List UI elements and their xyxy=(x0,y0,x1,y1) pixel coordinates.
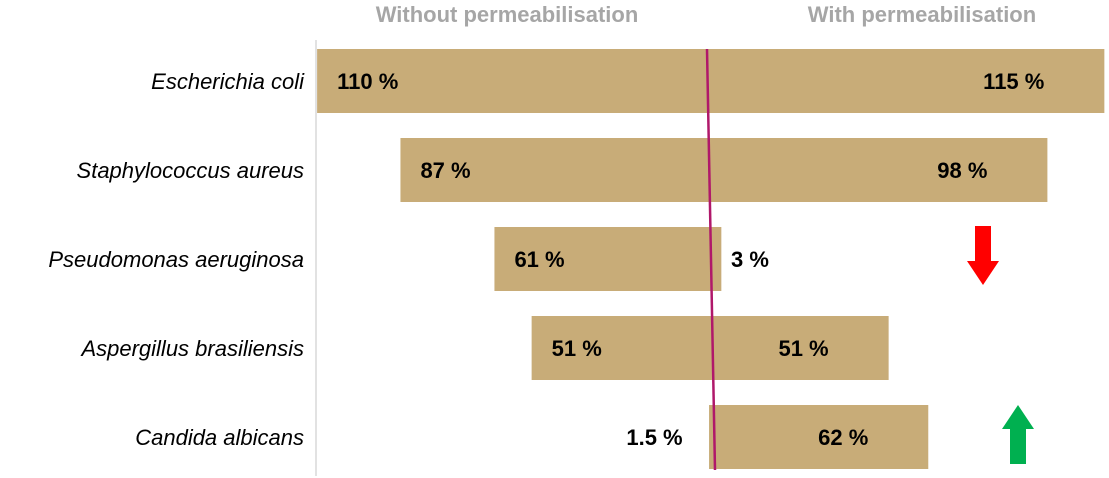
bar-with-pseudomonas-aeruginosa xyxy=(710,227,722,291)
value-label-with-pseudomonas-aeruginosa: 3 % xyxy=(731,247,769,272)
value-label-without-pseudomonas-aeruginosa: 61 % xyxy=(514,247,564,272)
arrow-up-icon xyxy=(1002,405,1034,464)
category-label-staphylococcus-aureus: Staphylococcus aureus xyxy=(77,158,304,183)
bar-with-staphylococcus-aureus xyxy=(709,138,1048,202)
header-with-permeabilisation: With permeabilisation xyxy=(808,2,1036,27)
labels-layer: Escherichia coli 110 % 115 % Staphylococcus… xyxy=(48,69,1044,450)
category-label-escherichia-coli: Escherichia coli xyxy=(151,69,305,94)
value-label-with-candida-albicans: 62 % xyxy=(818,425,868,450)
bars-layer xyxy=(317,49,1105,469)
value-label-without-staphylococcus-aureus: 87 % xyxy=(420,158,470,183)
value-label-with-staphylococcus-aureus: 98 % xyxy=(937,158,987,183)
bar-with-candida-albicans xyxy=(714,405,929,469)
center-reference-line xyxy=(705,48,717,471)
bar-without-pseudomonas-aeruginosa xyxy=(494,227,711,291)
value-label-with-aspergillus-brasiliensis: 51 % xyxy=(778,336,828,361)
bar-without-candida-albicans xyxy=(709,405,715,469)
category-label-aspergillus-brasiliensis: Aspergillus brasiliensis xyxy=(79,336,304,361)
bar-without-escherichia-coli xyxy=(317,49,708,113)
arrows-layer xyxy=(967,226,1034,464)
value-label-without-escherichia-coli: 110 % xyxy=(337,69,398,94)
category-label-candida-albicans: Candida albicans xyxy=(135,425,304,450)
bar-without-aspergillus-brasiliensis xyxy=(531,316,713,380)
value-label-with-escherichia-coli: 115 % xyxy=(983,69,1044,94)
value-label-without-candida-albicans: 1.5 % xyxy=(626,425,682,450)
category-label-pseudomonas-aeruginosa: Pseudomonas aeruginosa xyxy=(48,247,304,272)
value-label-without-aspergillus-brasiliensis: 51 % xyxy=(552,336,602,361)
bar-with-aspergillus-brasiliensis xyxy=(712,316,889,380)
bar-without-staphylococcus-aureus xyxy=(400,138,710,202)
bar-with-escherichia-coli xyxy=(707,49,1105,113)
header-without-permeabilisation: Without permeabilisation xyxy=(376,2,639,27)
arrow-down-icon xyxy=(967,226,999,285)
